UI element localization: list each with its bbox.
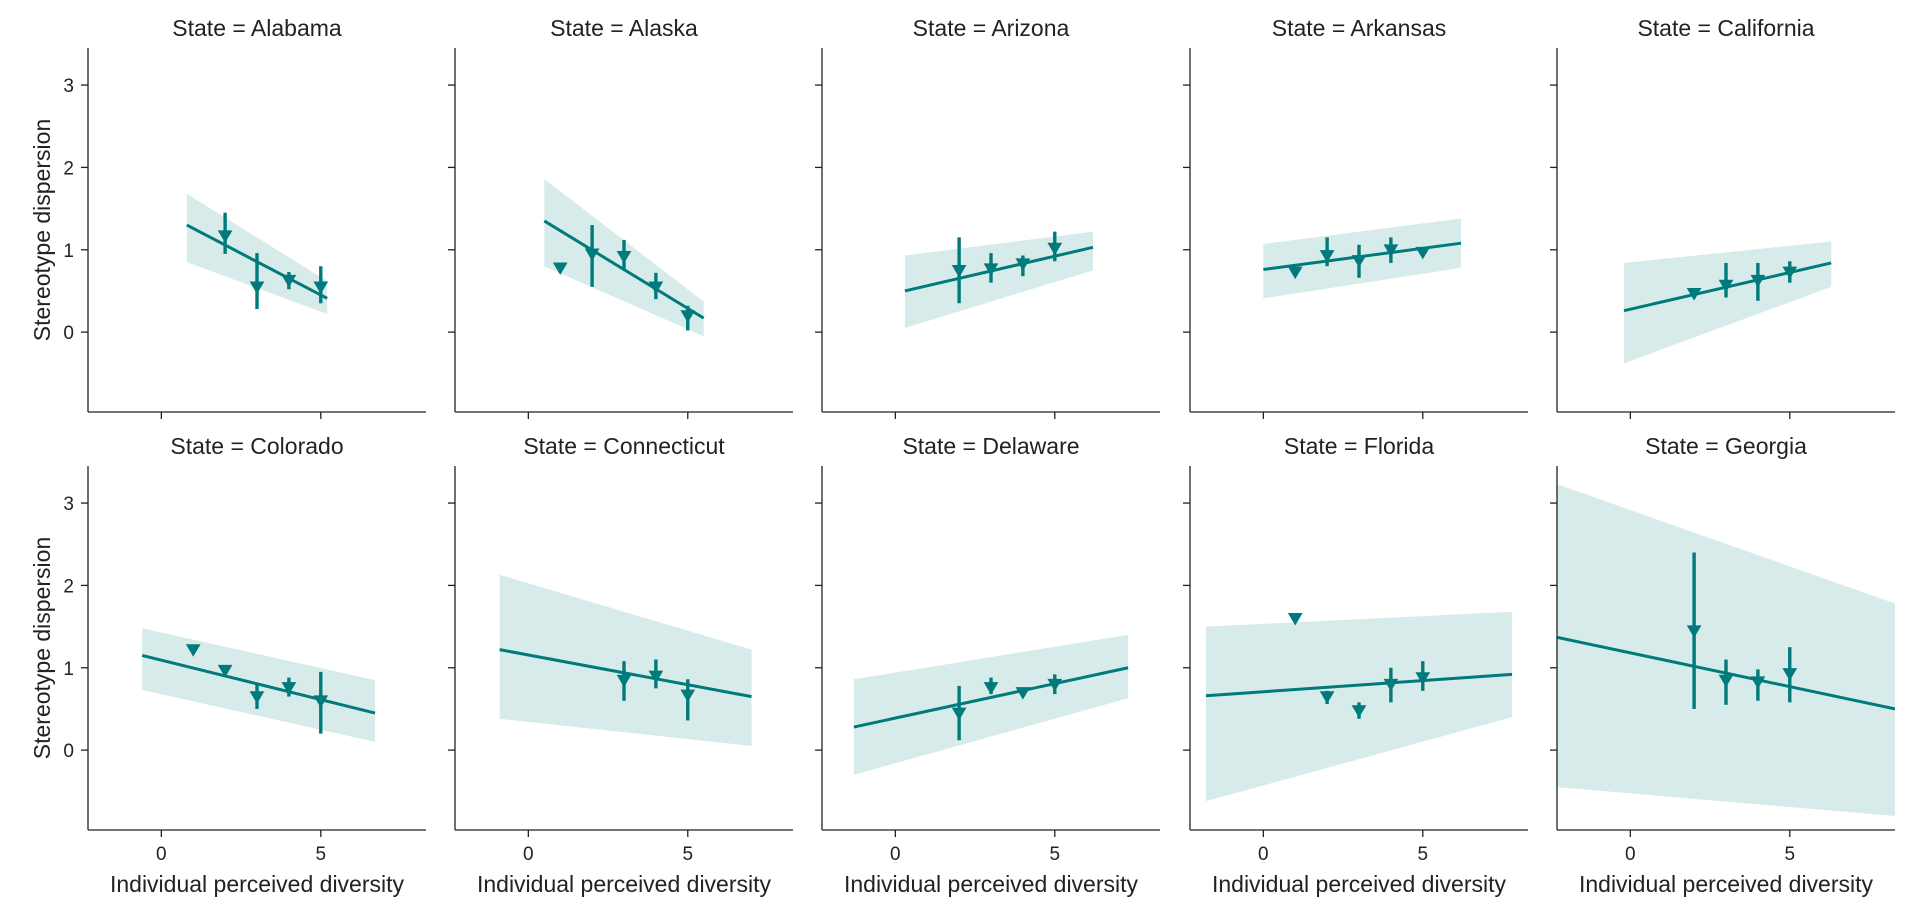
facet-0-ytick-label-2: 2 — [63, 158, 74, 179]
facet-4-point-0 — [1686, 288, 1702, 301]
facet-8-point-3 — [1383, 678, 1399, 692]
facet-0-ytick-label-0: 0 — [63, 323, 74, 344]
facet-5-point-3 — [281, 682, 297, 695]
facet-1-point-4 — [680, 310, 696, 323]
facet-1: State = Alaska — [448, 15, 793, 419]
facet-0-title: State = Alabama — [172, 15, 342, 41]
facet-9-point-2 — [1750, 676, 1766, 689]
facet-9-title: State = Georgia — [1645, 433, 1807, 459]
facet-0-ylabel: Stereotype dispersion — [29, 119, 55, 341]
facet-3-point-3 — [1383, 244, 1399, 257]
facet-6-xlabel: Individual perceived diversity — [477, 871, 772, 897]
facet-0-point-1 — [249, 281, 265, 294]
facet-2-point-2 — [1015, 258, 1031, 271]
facet-2: State = Arizona — [815, 15, 1160, 419]
facet-2-title: State = Arizona — [913, 15, 1070, 41]
facet-0-ytick-label-1: 1 — [63, 241, 74, 262]
facet-6: 0 5 State = Connecticut Individual perceive… — [448, 433, 793, 897]
facet-7-point-2 — [1015, 687, 1031, 700]
facet-7-point-3 — [1047, 678, 1063, 692]
facet-8-xlabel: Individual perceived diversity — [1212, 871, 1507, 897]
facet-4-title: State = California — [1637, 15, 1814, 41]
facet-9-xtick-label-0: 0 — [1625, 844, 1636, 865]
facet-4: State = California — [1550, 15, 1895, 419]
facet-5-ytick-label-3: 3 — [63, 494, 74, 515]
facet-4-confidence-band — [1623, 241, 1832, 364]
facet-3-point-2 — [1351, 255, 1367, 268]
facet-6-xtick-label-5: 5 — [682, 844, 693, 865]
facet-7: 0 5 State = Delaware Individual perceived d… — [815, 433, 1160, 897]
facet-8-regression-line — [1205, 672, 1513, 698]
facet-0: 0 1 2 3 State = Alabama Stereotype dispersion — [29, 15, 426, 419]
facet-2-point-0 — [951, 264, 967, 278]
facet-6-confidence-band — [499, 574, 752, 746]
facet-9-confidence-band — [1557, 484, 1895, 816]
facet-9-xtick-label-5: 5 — [1784, 844, 1795, 865]
facet-9-xlabel: Individual perceived diversity — [1579, 871, 1874, 897]
facet-8: 0 5 State = Florida Individual perceived di… — [1183, 433, 1528, 897]
facet-5-xtick-label-5: 5 — [315, 844, 326, 865]
facet-3: State = Arkansas — [1183, 15, 1528, 419]
facet-1-point-2 — [616, 250, 632, 264]
facet-6-point-1 — [648, 670, 664, 684]
facet-4-point-3 — [1782, 266, 1798, 280]
facet-5-ytick-label-0: 0 — [63, 741, 74, 762]
facet-7-confidence-band — [853, 634, 1129, 775]
facet-1-point-0 — [552, 262, 568, 276]
facet-3-point-1 — [1319, 250, 1335, 263]
facet-5-point-1 — [217, 664, 233, 678]
facet-0-ytick-label-3: 3 — [63, 76, 74, 97]
facet-7-point-0 — [951, 707, 967, 721]
facet-1-point-1 — [584, 248, 600, 262]
facet-5-ylabel: Stereotype dispersion — [29, 537, 55, 759]
facet-1-title: State = Alaska — [550, 15, 698, 41]
facet-8-point-1 — [1319, 691, 1335, 704]
facet-2-confidence-band — [904, 231, 1094, 328]
facet-2-regression-line — [904, 245, 1094, 293]
facet-9-point-0 — [1686, 625, 1702, 638]
facet-8-point-0 — [1287, 612, 1303, 626]
facet-5-xtick-label-0: 0 — [156, 844, 167, 865]
facet-7-xtick-label-0: 0 — [890, 844, 901, 865]
facet-7-xtick-label-5: 5 — [1049, 844, 1060, 865]
facet-5: 0 1 2 3 0 5 State = Colorado Individual perceiv… — [29, 433, 426, 897]
facet-3-title: State = Arkansas — [1272, 15, 1447, 41]
facet-4-point-1 — [1718, 279, 1734, 293]
facet-1-point-3 — [648, 281, 664, 294]
facet-6-title: State = Connecticut — [523, 433, 725, 459]
facet-7-title: State = Delaware — [902, 433, 1079, 459]
facet-6-point-2 — [680, 689, 696, 703]
facet-2-point-1 — [983, 263, 999, 276]
facet-8-point-4 — [1415, 672, 1431, 685]
facet-5-point-0 — [185, 644, 201, 657]
facet-8-point-2 — [1351, 705, 1367, 718]
facet-8-xtick-label-5: 5 — [1417, 844, 1428, 865]
facet-4-point-2 — [1750, 274, 1766, 288]
facet-9-point-1 — [1718, 674, 1734, 688]
facet-7-xlabel: Individual perceived diversity — [844, 871, 1139, 897]
facet-6-xtick-label-0: 0 — [523, 844, 534, 865]
facet-0-point-3 — [313, 281, 329, 294]
facet-5-ytick-label-1: 1 — [63, 659, 74, 680]
facet-3-point-4 — [1415, 246, 1431, 260]
facet-0-point-2 — [281, 274, 297, 288]
facet-9: 0 5 State = Georgia Individual perceived di… — [1550, 433, 1895, 897]
facet-7-regression-line — [853, 666, 1129, 729]
facet-6-point-0 — [616, 674, 632, 688]
facet-8-title: State = Florida — [1284, 433, 1434, 459]
facet-3-point-0 — [1287, 266, 1303, 280]
facet-0-point-0 — [217, 230, 233, 243]
facet-8-xtick-label-0: 0 — [1258, 844, 1269, 865]
facet-9-point-3 — [1782, 668, 1798, 681]
facet-5-point-4 — [313, 695, 329, 708]
facet-2-point-3 — [1047, 242, 1063, 256]
facet-5-ytick-label-2: 2 — [63, 576, 74, 597]
facet-5-xlabel: Individual perceived diversity — [110, 871, 405, 897]
facet-5-point-2 — [249, 691, 265, 704]
facet-7-point-1 — [983, 682, 999, 695]
facet-5-title: State = Colorado — [170, 433, 343, 459]
